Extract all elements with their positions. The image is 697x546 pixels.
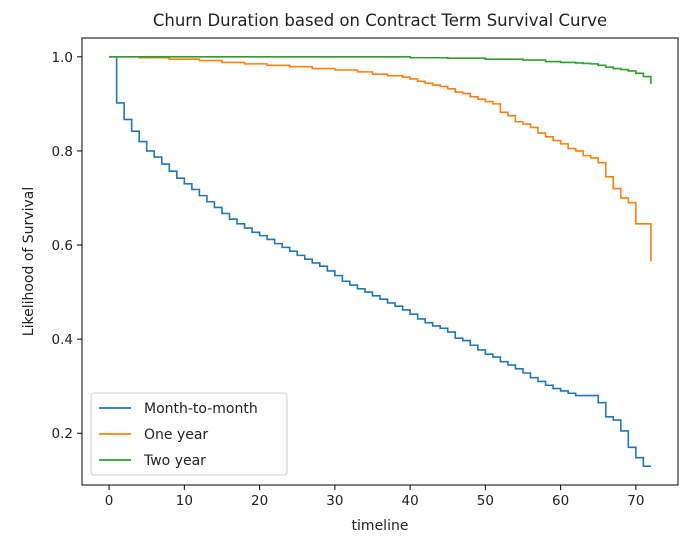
x-tick-label: 60 (552, 493, 569, 509)
y-tick-label: 0.6 (52, 238, 73, 254)
x-tick-label: 0 (105, 493, 114, 509)
legend-box (90, 392, 288, 476)
legend-label-2: Two year (143, 453, 206, 469)
plot-area (81, 37, 679, 486)
x-tick-label: 40 (402, 493, 419, 509)
y-tick-label: 1.0 (52, 50, 73, 66)
y-tick-label: 0.4 (52, 332, 73, 348)
y-tick-label: 0.2 (52, 426, 73, 442)
x-tick-label: 70 (627, 493, 644, 509)
legend: Month-to-month One year Two year (90, 392, 288, 476)
x-axis-label: timeline (352, 518, 409, 534)
legend-label-1: One year (144, 427, 208, 443)
y-tick-label: 0.8 (52, 144, 73, 160)
series-line-0 (109, 56, 651, 467)
series-line-1 (109, 56, 652, 262)
series-line-2 (109, 56, 652, 85)
x-tick-label: 10 (176, 493, 193, 509)
x-tick-label: 30 (326, 493, 343, 509)
x-tick-label: 20 (251, 493, 268, 509)
legend-label-0: Month-to-month (144, 401, 258, 417)
series-layer (109, 56, 652, 467)
x-tick-label: 50 (477, 493, 494, 509)
y-axis-label: Likelihood of Survival (21, 187, 37, 336)
y-axis: 0.2 0.4 0.6 0.8 1.0 (52, 50, 82, 442)
chart-title: Churn Duration based on Contract Term Su… (153, 11, 607, 30)
x-axis: 0 10 20 30 40 50 60 70 (105, 485, 644, 509)
